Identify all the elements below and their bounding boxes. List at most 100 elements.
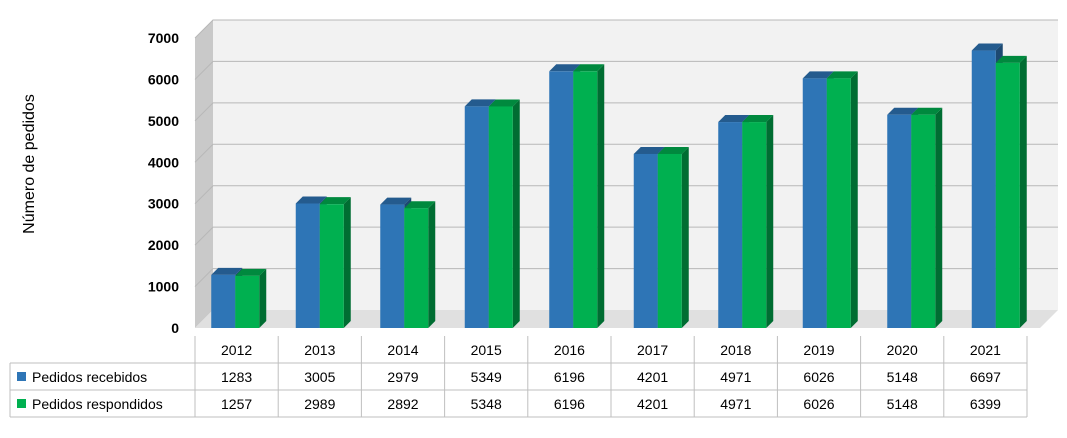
- data-label: 6697: [970, 369, 1001, 385]
- bar-respondidos-2015: [488, 99, 520, 328]
- bar-side: [343, 197, 351, 328]
- bar-respondidos-2012: [235, 268, 267, 328]
- bars: [211, 43, 1027, 329]
- bar-top: [971, 43, 1003, 51]
- bar-side: [1019, 55, 1027, 329]
- bar-front: [573, 71, 598, 329]
- data-label: 2892: [387, 396, 418, 412]
- x-tick-label: 2021: [970, 342, 1001, 358]
- bar-respondidos-2016: [573, 64, 605, 329]
- bar-respondidos-2018: [742, 115, 774, 329]
- bar-side: [850, 71, 858, 328]
- data-label: 6399: [970, 396, 1001, 412]
- y-tick-label: 7000: [148, 30, 179, 46]
- bar-respondidos-2019: [826, 71, 858, 328]
- bar-top: [995, 55, 1027, 63]
- bar-respondidos-2020: [911, 107, 943, 329]
- bar-side: [766, 115, 774, 329]
- gridline: [194, 102, 1058, 122]
- bar-top: [319, 197, 351, 205]
- data-label: 6196: [554, 369, 585, 385]
- x-tick-label: 2014: [387, 342, 418, 358]
- bar-top: [718, 115, 750, 123]
- y-axis-label: Número de pedidos: [21, 94, 38, 234]
- bar-top: [211, 267, 243, 275]
- bar-respondidos-2013: [319, 197, 351, 328]
- bar-top: [549, 64, 581, 72]
- bar-front: [380, 204, 405, 328]
- legend-label: Pedidos recebidos: [32, 369, 147, 385]
- bar-top: [826, 71, 858, 79]
- side-wall: [195, 20, 213, 328]
- bar-respondidos-2014: [404, 201, 436, 328]
- bar-top: [633, 146, 665, 154]
- data-label: 3005: [304, 369, 335, 385]
- bar-front: [295, 203, 320, 328]
- gridlines: [194, 19, 1058, 287]
- y-tick-label: 5000: [148, 113, 179, 129]
- bar-top: [657, 146, 689, 154]
- bar-front: [319, 204, 344, 328]
- data-label: 5348: [471, 396, 502, 412]
- bar-top: [380, 197, 412, 205]
- bar-front: [464, 106, 489, 328]
- gridline: [194, 19, 1058, 39]
- bar-side: [428, 201, 436, 328]
- y-tick-label: 2000: [148, 237, 179, 253]
- x-tick-label: 2018: [720, 342, 751, 358]
- data-label: 6026: [803, 396, 834, 412]
- x-tick-label: 2019: [803, 342, 834, 358]
- data-label: 1283: [221, 369, 252, 385]
- data-label: 4201: [637, 369, 668, 385]
- data-label: 2979: [387, 369, 418, 385]
- bar-side: [259, 268, 267, 328]
- gridline: [194, 268, 1058, 287]
- legend-swatch: [17, 372, 26, 381]
- bar-front: [742, 122, 767, 329]
- bar-front: [802, 78, 827, 328]
- bar-front: [826, 78, 851, 328]
- gridline: [194, 226, 1058, 246]
- bar-front: [235, 275, 260, 328]
- x-tick-label: 2012: [221, 342, 252, 358]
- data-table: 2012 2013 2014 2015 2016 2017 2018 2019 2020 2021…: [9, 336, 1028, 418]
- bar-top: [802, 71, 834, 79]
- data-label: 4201: [637, 396, 668, 412]
- bar-front: [488, 106, 513, 328]
- bar-front: [887, 114, 912, 329]
- bar-top: [488, 99, 520, 107]
- y-axis: 0 1000 2000 3000 4000 5000 6000 7000: [148, 30, 179, 336]
- legend-swatch: [17, 399, 26, 408]
- y-tick-label: 1000: [148, 279, 179, 295]
- bar-side: [681, 146, 689, 328]
- x-tick-label: 2017: [637, 342, 668, 358]
- bar-top: [235, 268, 267, 276]
- gridline: [194, 143, 1058, 163]
- bar-top: [573, 64, 605, 72]
- data-label: 6196: [554, 396, 585, 412]
- bar-top: [295, 196, 327, 204]
- bar-front: [404, 208, 429, 328]
- bar-front: [911, 114, 936, 329]
- bar-front: [211, 274, 236, 328]
- data-label: 2989: [304, 396, 335, 412]
- bar-front: [718, 122, 743, 329]
- data-label: 4971: [720, 369, 751, 385]
- bar-respondidos-2017: [657, 146, 689, 328]
- data-label: 6026: [803, 369, 834, 385]
- y-tick-label: 3000: [148, 196, 179, 212]
- bar-front: [971, 50, 996, 328]
- x-tick-label: 2013: [304, 342, 335, 358]
- data-label: 5148: [887, 369, 918, 385]
- bar-side: [512, 99, 520, 328]
- bar-top: [404, 201, 436, 209]
- bar-front: [633, 153, 658, 328]
- data-label: 5148: [887, 396, 918, 412]
- bar-front: [549, 71, 574, 329]
- gridline: [194, 185, 1058, 205]
- bar-respondidos-2021: [995, 55, 1027, 329]
- y-tick-label: 6000: [148, 71, 179, 87]
- x-tick-label: 2015: [471, 342, 502, 358]
